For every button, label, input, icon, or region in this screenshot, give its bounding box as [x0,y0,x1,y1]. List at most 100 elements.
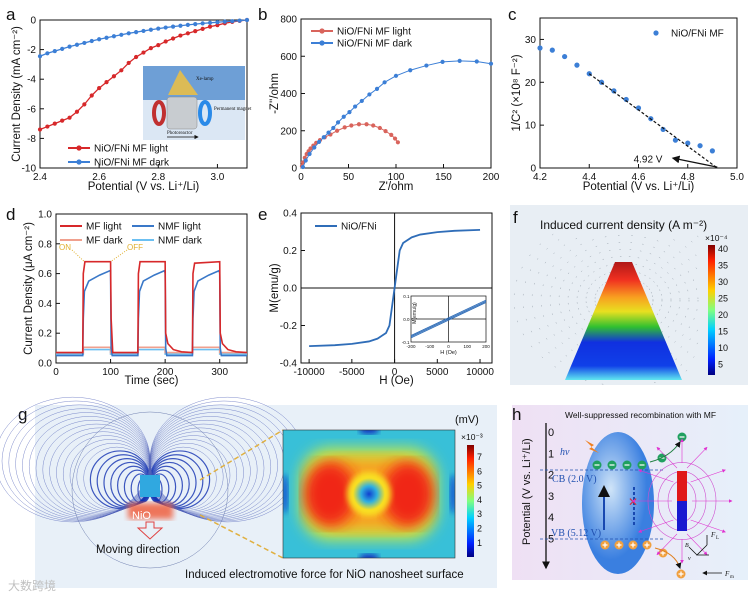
inset-x-label: H (Oe) [440,350,457,356]
x-tick-label: 4.2 [533,172,547,183]
chart-d: 0 100 200 300 0.0 0.2 0.4 0.6 0.8 1.0 Time (sec) Cu… [23,210,248,387]
field-vector [541,356,544,359]
data-point [562,53,568,60]
data-point [82,40,87,46]
field-vector [656,240,659,242]
field-vector [538,341,540,344]
x-tick-label: 150 [435,172,452,183]
data-point [457,58,462,64]
plus-sign [660,550,666,556]
plot-frame [55,213,248,364]
legend-1-label: MF dark [86,236,124,247]
nio-sheet-hot-region [128,503,173,519]
data-point [156,26,161,31]
data-point [326,130,331,135]
data-point [119,32,124,37]
inset-x-tick-label: -200 [406,344,416,349]
field-vector [691,240,693,243]
y-tick-label: 0 [530,164,536,175]
panel-h-title: Well-suppressed recombination with MF [565,410,716,420]
colorbar-f-tick: 30 [718,277,728,287]
data-point [126,60,131,66]
field-vector [649,268,651,271]
y-tick-label: -0.4 [280,359,298,370]
field-vector [554,347,557,349]
panel-label-c: c [508,5,517,24]
data-point [111,74,117,79]
field-b-label: B [685,543,689,549]
field-vector [673,256,675,259]
series-line [56,346,247,354]
colorbar-g-tick: 2 [477,524,482,534]
x-axis-label: H (Oe) [379,375,414,387]
panel-f-title: Induced current density (A m⁻²) [540,218,707,232]
data-point [82,102,87,107]
data-point [215,20,220,25]
data-point [119,68,124,73]
data-point [89,38,94,44]
field-vector [587,275,590,277]
field-vector [609,271,611,273]
field-vector [546,248,548,250]
field-vector [567,272,570,275]
field-vector [695,267,697,270]
field-vector [553,252,555,255]
field-vector [656,313,658,316]
inset-x-tick-label: -100 [425,344,435,349]
field-vector [684,281,686,284]
y-tick-label: 0.0 [283,284,297,295]
field-vector [585,249,587,252]
colorbar-g-tick: 3 [477,509,482,519]
field-vector [680,323,682,325]
data-point [623,96,629,103]
panel-label-h: h [512,405,521,424]
field-vector [689,338,691,341]
data-point [308,146,313,151]
potential-tick: 3 [548,491,554,503]
field-vector [539,327,541,330]
inset-lamp-label: Xe-lamp [196,77,214,82]
inset-y-tick-label: 0.1 [403,294,410,299]
data-point [141,28,146,34]
lamp-beam-icon [168,70,198,95]
field-vector [537,258,539,260]
field-vector [548,351,550,354]
field-vector [567,261,569,264]
x-tick-label: -10000 [294,367,326,378]
field-vector [667,325,670,328]
field-vector [557,239,560,241]
field-vector [563,319,565,321]
data-point [244,17,250,23]
y-tick-label: 0.0 [38,359,52,370]
data-point [303,158,308,163]
field-vector [546,274,548,277]
field-vector [553,334,555,336]
field-vector [649,253,652,255]
field-vector [561,330,563,332]
data-point [60,46,65,51]
data-point [316,139,322,145]
field-vector [661,267,663,269]
field-arrow [656,446,678,469]
data-point [74,42,80,47]
field-vector [660,276,662,279]
y-tick-label: 0.4 [38,299,52,310]
emf-unit-label: (mV) [455,414,479,426]
field-vector [664,281,666,284]
x-axis-label: Time (sec) [125,375,179,387]
legend-1-marker [76,159,82,165]
inset-loop [410,302,487,339]
on-label: ON [59,243,71,252]
field-vector [674,341,676,343]
panel-g: g NiO Moving direction (mV) ×10⁻³ 7 6 5 4 3 2… [0,396,497,593]
field-vector [565,355,568,357]
field-vector [576,322,578,325]
plus-sign [616,542,622,548]
data-point [97,85,102,91]
field-vector [673,239,675,241]
x-tick-label: 100 [388,172,405,183]
field-vector [580,313,582,316]
y-tick-label: -4 [27,75,36,86]
field-vector [655,272,657,274]
data-point [347,110,352,115]
